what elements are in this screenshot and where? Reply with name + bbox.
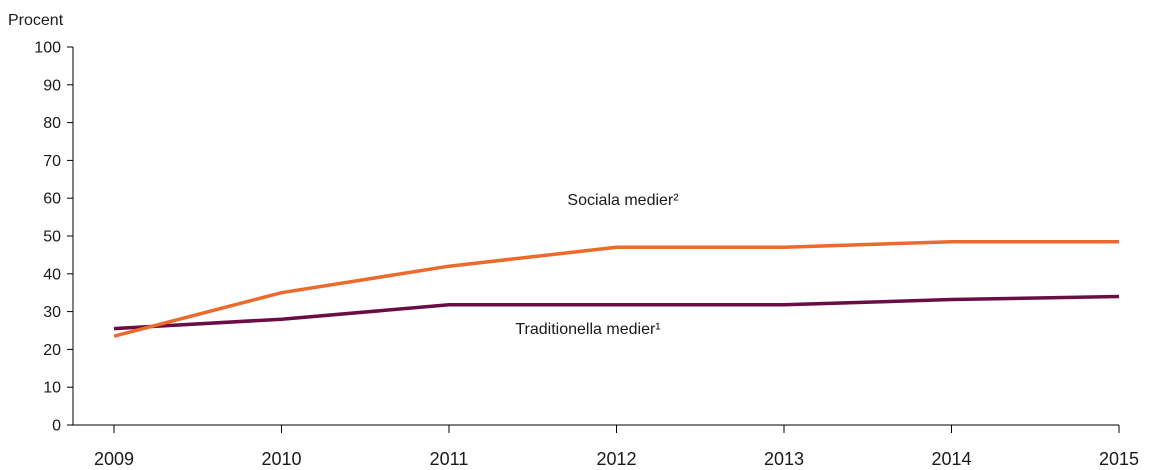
y-tick-label: 30 [43, 304, 61, 321]
y-tick-label: 70 [43, 153, 61, 170]
y-tick-label: 80 [43, 115, 61, 132]
y-tick-label: 60 [43, 191, 61, 208]
x-tick-label: 2014 [931, 449, 971, 469]
y-tick-label: 10 [43, 380, 61, 397]
series-label-1: Traditionella medier¹ [515, 321, 660, 338]
x-axis: 2009 2010 2011 2012 2013 2014 2015 [73, 424, 1139, 469]
series-labels: Sociala medier² Traditionella medier¹ [515, 192, 679, 338]
x-tick-label: 2015 [1099, 449, 1139, 469]
series-line-1 [113, 294, 1120, 331]
y-tick-label: 40 [43, 266, 61, 283]
y-axis: 0 10 20 30 40 50 60 70 80 90 100 [34, 40, 74, 435]
y-tick-label: 100 [34, 40, 61, 57]
series-layer [113, 239, 1120, 338]
y-tick-label: 90 [43, 77, 61, 94]
series-line-0 [113, 239, 1119, 338]
x-tick-label: 2013 [764, 449, 804, 469]
y-tick-label: 0 [52, 418, 61, 435]
x-tick-label: 2011 [430, 449, 469, 469]
x-tick-label: 2010 [261, 449, 301, 469]
y-tick-label: 50 [43, 229, 61, 246]
series-label-0: Sociala medier² [567, 192, 679, 209]
x-tick-label: 2012 [596, 449, 636, 469]
y-axis-label: Procent [8, 12, 64, 29]
y-tick-label: 20 [43, 342, 61, 359]
x-tick-label: 2009 [94, 449, 134, 469]
